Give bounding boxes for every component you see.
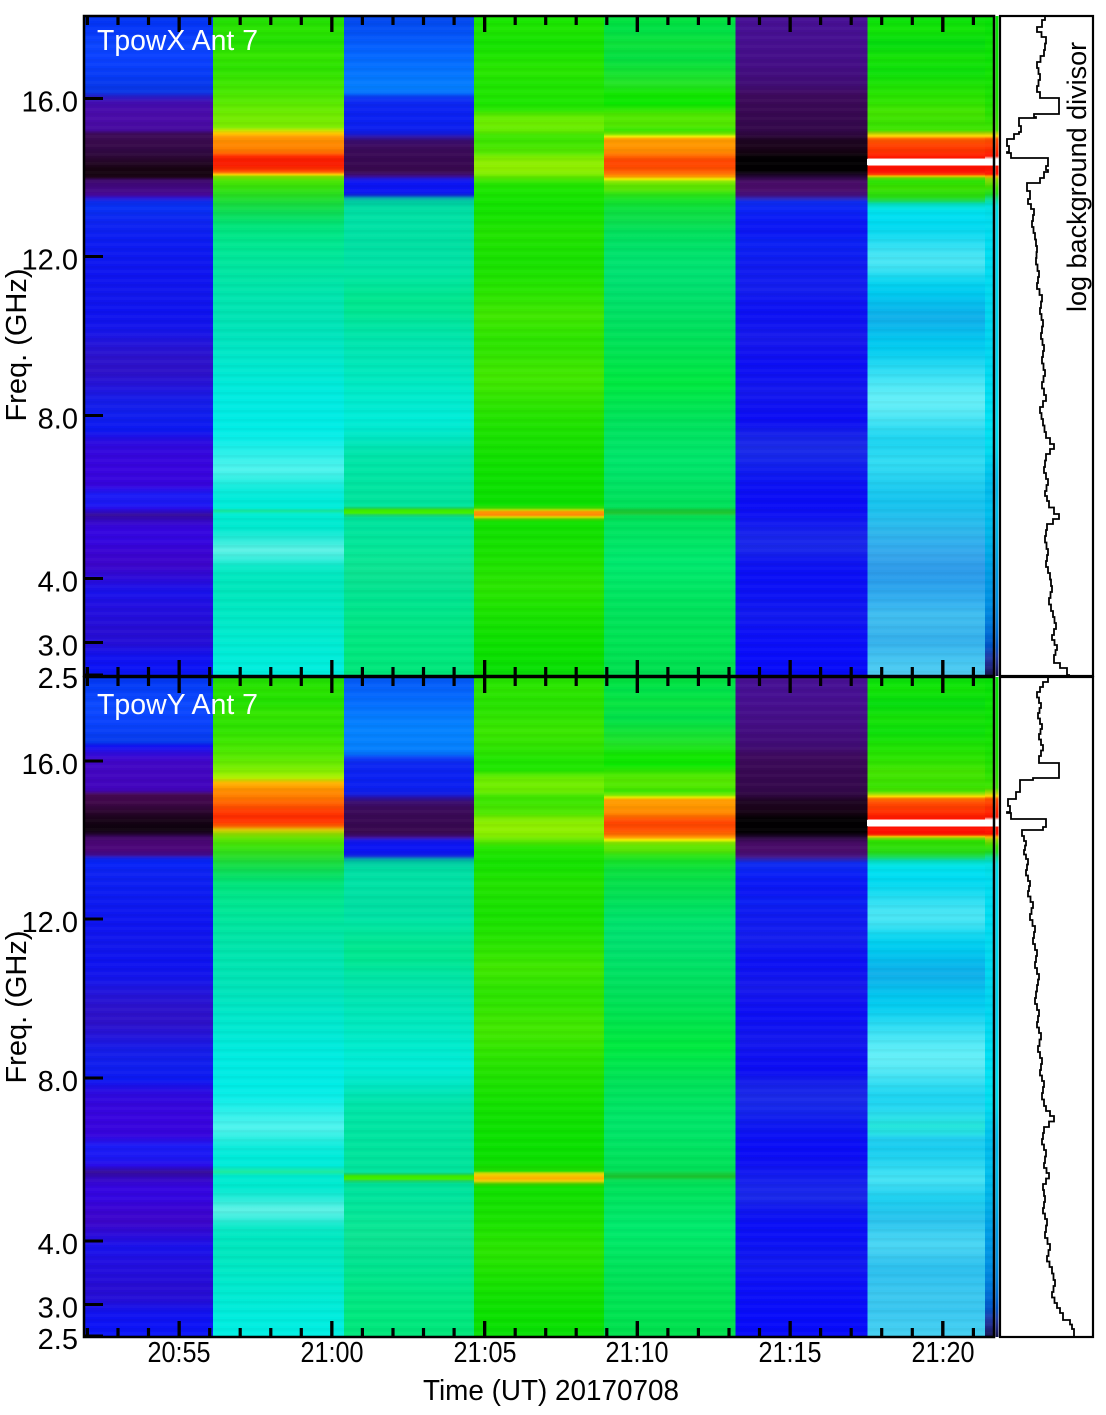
svg-text:3.0: 3.0	[38, 631, 78, 663]
svg-text:21:05: 21:05	[454, 1337, 517, 1369]
svg-text:4.0: 4.0	[38, 567, 78, 599]
svg-text:Freq. (GHz): Freq. (GHz)	[1, 268, 33, 421]
svg-text:21:20: 21:20	[912, 1337, 975, 1369]
svg-text:8.0: 8.0	[38, 1066, 78, 1098]
svg-text:16.0: 16.0	[22, 749, 78, 781]
svg-text:21:10: 21:10	[606, 1337, 669, 1369]
svg-text:21:00: 21:00	[301, 1337, 364, 1369]
svg-text:20:55: 20:55	[148, 1337, 211, 1369]
svg-text:TpowY Ant 7: TpowY Ant 7	[97, 689, 258, 721]
svg-text:21:15: 21:15	[759, 1337, 822, 1369]
svg-text:TpowX Ant 7: TpowX Ant 7	[97, 25, 258, 57]
svg-text:3.0: 3.0	[38, 1293, 78, 1325]
svg-text:8.0: 8.0	[38, 404, 78, 436]
svg-text:4.0: 4.0	[38, 1229, 78, 1261]
svg-text:2.5: 2.5	[38, 663, 78, 695]
svg-text:12.0: 12.0	[22, 245, 78, 277]
svg-text:16.0: 16.0	[22, 87, 78, 119]
svg-text:2.5: 2.5	[38, 1324, 78, 1356]
svg-text:Time (UT) 20170708: Time (UT) 20170708	[423, 1375, 679, 1407]
svg-text:12.0: 12.0	[22, 907, 78, 939]
svg-text:log background divisor: log background divisor	[1062, 42, 1092, 312]
svg-text:Freq. (GHz): Freq. (GHz)	[1, 930, 33, 1083]
